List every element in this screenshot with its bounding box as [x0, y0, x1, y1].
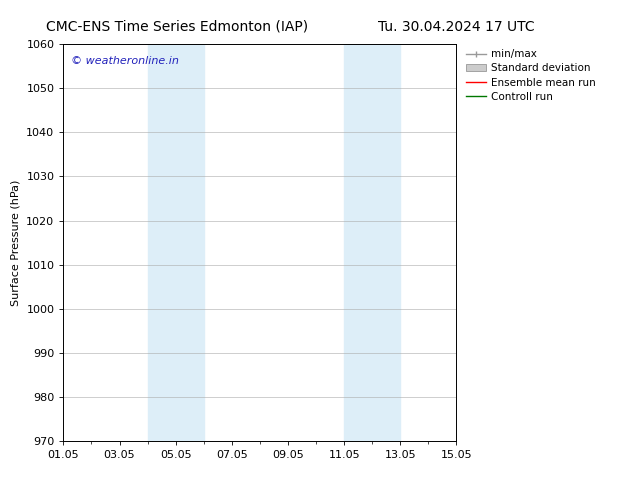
Y-axis label: Surface Pressure (hPa): Surface Pressure (hPa) — [11, 179, 21, 306]
Bar — [148, 44, 204, 441]
Bar — [344, 44, 400, 441]
Text: Tu. 30.04.2024 17 UTC: Tu. 30.04.2024 17 UTC — [378, 20, 535, 34]
Text: © weatheronline.in: © weatheronline.in — [71, 56, 179, 66]
Text: CMC-ENS Time Series Edmonton (IAP): CMC-ENS Time Series Edmonton (IAP) — [46, 20, 309, 34]
Legend: min/max, Standard deviation, Ensemble mean run, Controll run: min/max, Standard deviation, Ensemble me… — [465, 49, 595, 102]
